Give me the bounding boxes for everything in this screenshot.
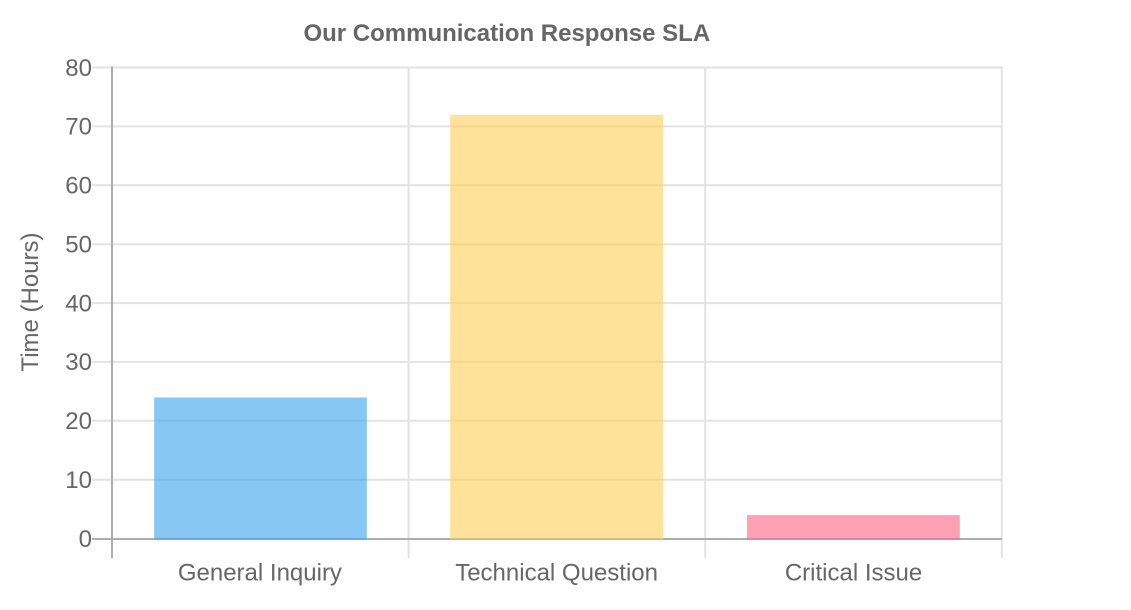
svg-text:50: 50 — [65, 232, 92, 259]
svg-text:Critical Issue: Critical Issue — [785, 560, 922, 587]
svg-text:30: 30 — [65, 349, 92, 376]
svg-text:General Inquiry: General Inquiry — [178, 560, 342, 587]
svg-text:Our Communication Response SLA: Our Communication Response SLA — [303, 20, 710, 47]
svg-text:80: 80 — [65, 55, 92, 82]
svg-text:60: 60 — [65, 173, 92, 200]
svg-text:Technical Question: Technical Question — [455, 560, 658, 587]
svg-text:20: 20 — [65, 408, 92, 435]
svg-text:40: 40 — [65, 290, 92, 317]
svg-text:Time (Hours): Time (Hours) — [17, 232, 44, 371]
svg-text:10: 10 — [65, 467, 92, 494]
svg-text:70: 70 — [65, 114, 92, 141]
svg-text:0: 0 — [79, 526, 92, 553]
